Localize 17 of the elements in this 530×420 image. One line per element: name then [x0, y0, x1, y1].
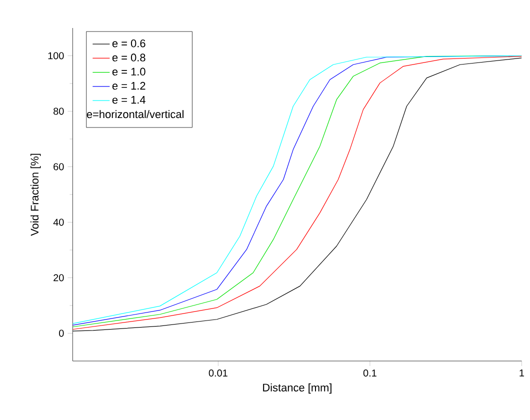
x-tick-label: 0.01: [208, 370, 228, 377]
y-axis-title: Void Fraction [%]: [30, 154, 41, 236]
legend-label: e = 1.4: [112, 96, 146, 104]
legend-label: e = 0.6: [112, 40, 146, 48]
y-tick-label: 20: [54, 274, 64, 282]
y-tick-label: 40: [53, 218, 64, 226]
x-axis-title: Distance [mm]: [263, 383, 332, 394]
y-tick-label: 80: [54, 108, 64, 115]
y-tick-label: 0: [59, 330, 64, 337]
x-tick-label: 0.1: [363, 370, 376, 377]
legend-label: e = 1.0: [112, 68, 146, 76]
y-tick-label: 60: [54, 163, 64, 170]
annotation: e=horizontal/vertical: [86, 110, 184, 118]
legend-label: e = 0.8: [112, 54, 146, 62]
x-tick-label: 1: [520, 370, 524, 376]
legend-label: e = 1.2: [112, 82, 146, 90]
y-tick-label: 100: [48, 52, 64, 60]
